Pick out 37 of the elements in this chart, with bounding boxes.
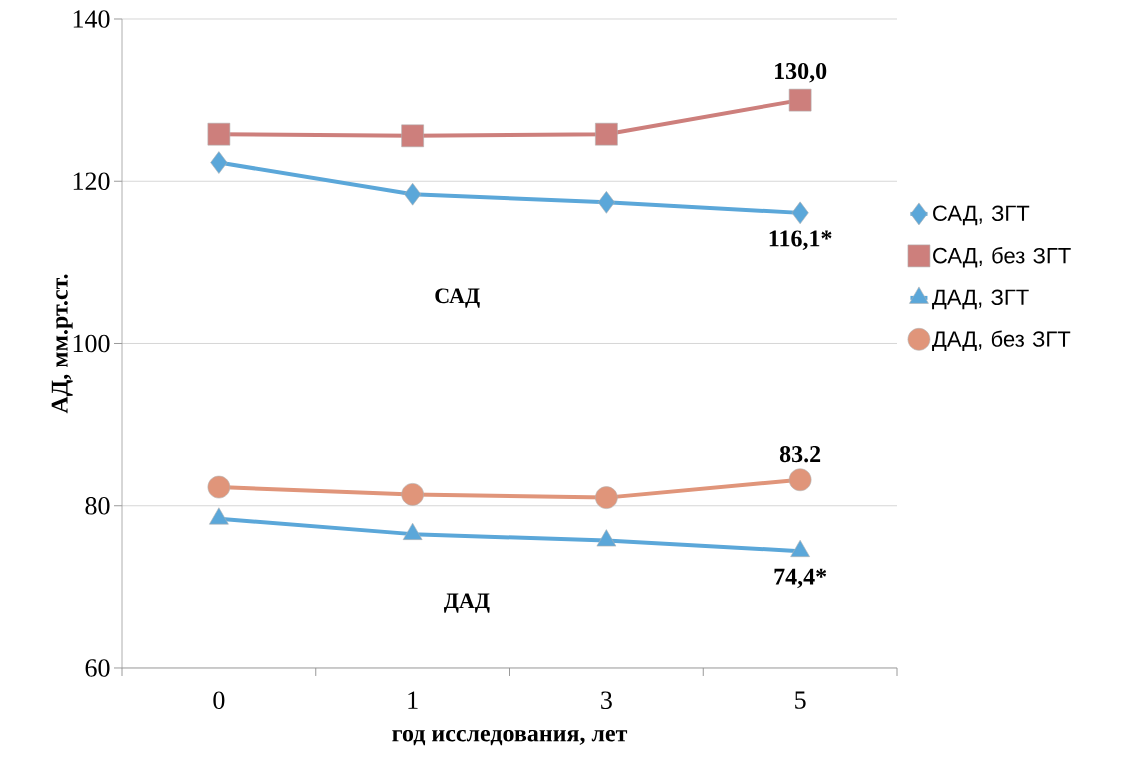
point bbox=[790, 539, 810, 557]
point bbox=[788, 88, 812, 112]
point bbox=[209, 507, 229, 525]
point bbox=[401, 124, 424, 148]
data-label: 130,0 bbox=[775, 62, 827, 83]
point bbox=[207, 122, 231, 146]
legend-label: САД, без ЗГТ bbox=[933, 247, 1071, 268]
point bbox=[404, 182, 422, 206]
y-axis-title: АД, мм.рт.ст. bbox=[51, 274, 73, 414]
legend-label: САД, ЗГТ bbox=[933, 205, 1030, 226]
y-tick-label: 60 bbox=[85, 659, 110, 677]
point bbox=[210, 151, 228, 174]
data-label: 83.2 bbox=[779, 445, 821, 463]
point bbox=[791, 201, 809, 225]
y-tick-label: 100 bbox=[73, 334, 110, 353]
point bbox=[597, 191, 615, 214]
data-label: 74,4* bbox=[774, 568, 827, 589]
point bbox=[595, 122, 618, 146]
data-label: 116,1* bbox=[769, 230, 832, 250]
x-tick-label: 3 bbox=[601, 691, 612, 709]
x-axis-title: год исследования, лет bbox=[392, 729, 628, 746]
point bbox=[402, 522, 423, 540]
point bbox=[788, 468, 812, 492]
x-tick-label: 5 bbox=[795, 691, 806, 709]
y-tick-label: 80 bbox=[85, 496, 110, 515]
x-tick-label: 1 bbox=[408, 691, 418, 709]
y-tick-label: 140 bbox=[73, 10, 110, 28]
point bbox=[596, 529, 617, 547]
legend-label: ДАД, без ЗГТ bbox=[932, 330, 1071, 352]
annotation: ДАД bbox=[443, 593, 490, 613]
annotation: САД bbox=[435, 288, 480, 308]
x-tick-label: 0 bbox=[213, 691, 225, 710]
point bbox=[207, 475, 231, 499]
y-tick-label: 120 bbox=[73, 172, 110, 191]
point bbox=[595, 486, 618, 509]
point bbox=[401, 483, 424, 506]
legend-label: ДАД, ЗГТ bbox=[932, 289, 1029, 310]
